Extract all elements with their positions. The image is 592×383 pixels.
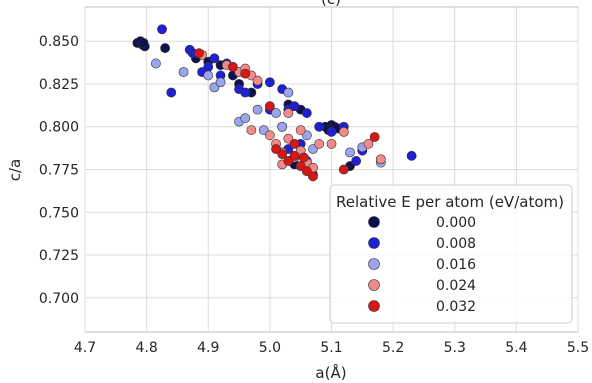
- data-point: [138, 38, 149, 48]
- data-point: [252, 75, 263, 86]
- data-point: [289, 150, 300, 161]
- data-point: [338, 126, 349, 137]
- data-point: [301, 108, 312, 118]
- data-point: [227, 61, 238, 72]
- legend-marker: [368, 216, 380, 228]
- data-point: [283, 108, 294, 118]
- data-point: [298, 152, 309, 163]
- x-tick-label: 5.3: [444, 340, 466, 356]
- data-point: [240, 68, 251, 79]
- data-point: [406, 150, 417, 161]
- x-tick-label: 5.1: [320, 340, 342, 356]
- y-axis-label: c/a: [6, 159, 24, 182]
- data-point: [246, 125, 257, 136]
- data-point: [240, 113, 251, 124]
- data-point: [369, 132, 380, 142]
- data-point: [160, 43, 171, 53]
- data-point: [326, 126, 337, 137]
- data-point: [157, 24, 167, 35]
- legend-label: 0.032: [436, 299, 476, 315]
- data-point: [240, 87, 251, 98]
- y-tick-label: 0.850: [39, 34, 79, 50]
- x-axis-label: a(Å): [315, 363, 346, 382]
- chart-title: (c): [321, 0, 341, 8]
- data-point: [178, 67, 189, 77]
- data-point: [203, 61, 214, 72]
- data-point: [295, 125, 306, 136]
- legend-marker: [368, 258, 380, 270]
- data-point: [271, 144, 281, 154]
- legend-label: 0.008: [436, 236, 476, 252]
- legend-box: [329, 184, 573, 324]
- data-point: [363, 138, 374, 149]
- x-tick-label: 5.5: [567, 340, 589, 356]
- x-tick-label: 4.9: [197, 340, 219, 356]
- data-point: [326, 138, 337, 149]
- y-tick-label: 0.750: [39, 205, 79, 221]
- data-point: [264, 130, 275, 141]
- data-point: [277, 121, 288, 132]
- legend-label: 0.024: [436, 278, 476, 294]
- x-tick-label: 4.8: [135, 340, 157, 356]
- legend-label: 0.016: [436, 257, 476, 273]
- legend: Relative E per atom (eV/atom) 0.000 0.008…: [329, 184, 573, 324]
- data-point: [375, 154, 386, 165]
- y-tick-label: 0.725: [39, 248, 79, 264]
- data-point: [345, 147, 355, 158]
- data-point: [338, 164, 349, 175]
- data-point: [264, 101, 275, 112]
- data-point: [203, 70, 214, 81]
- data-point: [314, 138, 325, 149]
- data-point: [166, 87, 177, 98]
- data-point: [264, 77, 275, 88]
- data-point: [308, 171, 318, 182]
- data-point: [289, 101, 300, 112]
- y-tick-label: 0.825: [39, 77, 79, 93]
- legend-marker: [368, 237, 380, 249]
- y-tick-label: 0.800: [39, 120, 79, 136]
- data-point: [351, 156, 362, 166]
- data-point: [209, 53, 220, 64]
- data-point: [150, 58, 161, 69]
- data-point: [314, 121, 325, 132]
- legend-entries: 0.000 0.008 0.016 0.024 0.032: [368, 215, 476, 315]
- y-tick-label: 0.700: [39, 291, 79, 307]
- y-tick-label: 0.775: [39, 163, 79, 179]
- data-point: [271, 108, 281, 118]
- data-point: [283, 87, 294, 98]
- data-point: [289, 138, 300, 149]
- x-tick-label: 5.0: [259, 340, 281, 356]
- x-tick-label: 5.4: [505, 340, 527, 356]
- data-points: [132, 24, 417, 182]
- y-tick-labels: 0.700 0.725 0.750 0.775 0.800 0.825 0.850: [39, 34, 79, 307]
- x-tick-labels: 4.7 4.8 4.9 5.0 5.1 5.2 5.3 5.4 5.5: [74, 340, 589, 356]
- legend-title: Relative E per atom (eV/atom): [336, 193, 564, 211]
- x-tick-label: 4.7: [74, 340, 96, 356]
- x-tick-label: 5.2: [382, 340, 404, 356]
- data-point: [252, 104, 263, 115]
- legend-label: 0.000: [436, 215, 476, 231]
- data-point: [215, 77, 226, 88]
- data-point: [194, 48, 204, 59]
- legend-marker: [368, 300, 380, 312]
- legend-marker: [368, 279, 380, 291]
